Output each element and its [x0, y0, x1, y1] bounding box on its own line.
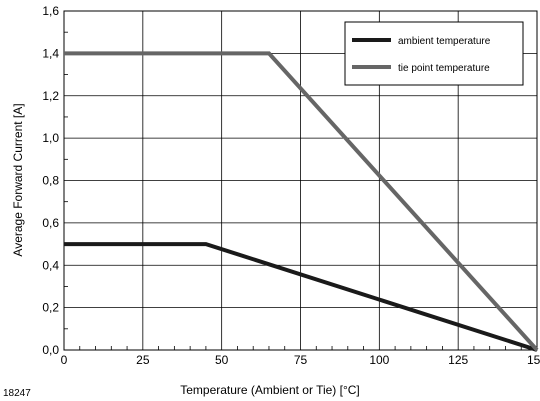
plot-frame — [63, 10, 538, 351]
y-tick-label: 0,4 — [42, 258, 59, 272]
x-tick-label: 75 — [294, 353, 308, 367]
legend-label-ambient-temperature: ambient temperature — [398, 36, 491, 47]
y-tick-label: 1,0 — [42, 131, 59, 145]
minor-ticks — [64, 31, 522, 350]
y-tick-labels: 0,0 0,2 0,4 0,6 0,8 1,0 1,2 1,4 1,6 — [42, 4, 59, 357]
y-tick-label: 0,6 — [42, 216, 59, 230]
x-tick-label: 50 — [215, 353, 229, 367]
x-tick-label: 25 — [136, 353, 150, 367]
x-tick-labels: 0 25 50 75 100 125 150 — [61, 353, 540, 367]
y-tick-label: 0,8 — [42, 174, 59, 188]
y-tick-label: 0,2 — [42, 301, 59, 315]
y-tick-label: 1,6 — [42, 4, 59, 18]
series-layer — [64, 51, 539, 352]
legend: ambient temperature tie point temperatur… — [344, 21, 524, 86]
y-tick-label: 1,4 — [42, 46, 59, 60]
x-tick-label: 125 — [448, 353, 468, 367]
series-line-tie-point-temperature — [64, 51, 539, 352]
x-tick-label: 100 — [369, 353, 389, 367]
x-tick-label: 150 — [527, 353, 540, 367]
series-line-ambient-temperature — [64, 242, 538, 352]
grid-lines — [63, 10, 538, 351]
x-axis-title: Temperature (Ambient or Tie) [°C] — [180, 383, 360, 397]
x-tick-label: 0 — [61, 353, 68, 367]
y-axis-title: Average Forward Current [A] — [11, 103, 25, 256]
y-tick-label: 1,2 — [42, 89, 59, 103]
legend-label-tie-point-temperature: tie point temperature — [398, 63, 490, 74]
figure-id-label: 18247 — [3, 388, 31, 399]
y-tick-label: 0,0 — [42, 343, 59, 357]
legend-box — [344, 21, 524, 86]
